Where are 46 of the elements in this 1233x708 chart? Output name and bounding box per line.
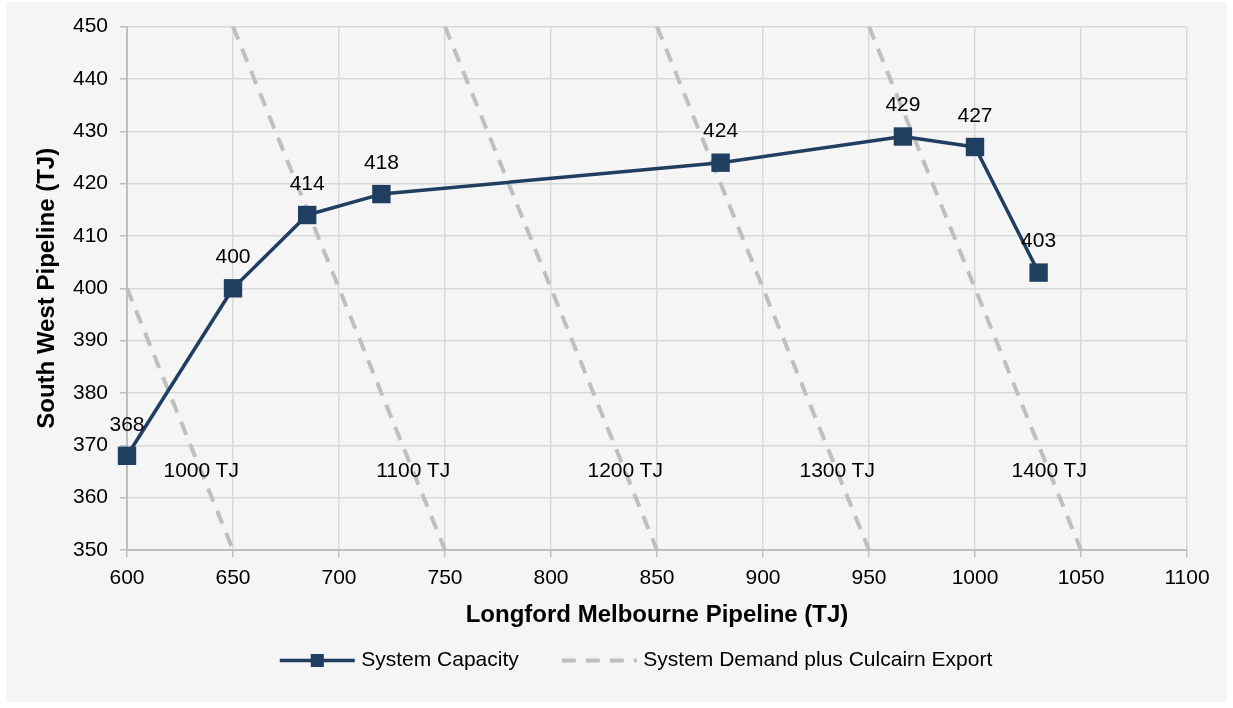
point (117, 446, 137, 465)
y-tick-label: 350 (72, 536, 108, 560)
legend-label: System Capacity (361, 647, 520, 671)
y-tick-label: 400 (72, 275, 108, 299)
y-tick-label: 370 (72, 432, 108, 456)
point (893, 127, 913, 146)
x-tick-label: 950 (851, 565, 887, 589)
y-tick-label: 360 (72, 484, 108, 508)
point (965, 137, 985, 157)
annotation: 1200 TJ (587, 458, 663, 482)
x-tick-label: 750 (427, 565, 463, 589)
data-label: 424 (703, 118, 739, 142)
x-tick-label: 1100 (1164, 565, 1210, 589)
annotation: 1400 TJ (1011, 458, 1087, 482)
point (711, 153, 730, 172)
y-axis-title: South West Pipeline (TJ) (32, 147, 60, 429)
data-label: 414 (289, 170, 326, 194)
y-tick-label: 390 (72, 327, 108, 351)
x-tick-label: 1050 (1057, 565, 1105, 589)
x-tick-label: 900 (745, 565, 781, 589)
y-tick-label: 410 (72, 222, 108, 246)
data-label: 368 (109, 411, 145, 435)
x-axis-title: Longford Melbourne Pipeline (TJ) (465, 600, 849, 628)
point (298, 205, 317, 225)
data-label: 427 (957, 102, 993, 126)
point (223, 279, 243, 298)
y-tick-label: 430 (72, 118, 108, 142)
y-tick-label: 450 (72, 13, 108, 37)
point (1029, 263, 1048, 282)
y-tick-label: 440 (72, 65, 108, 89)
y-tick-label: 380 (72, 379, 108, 403)
point (372, 184, 391, 204)
x-tick-label: 600 (109, 565, 145, 589)
x-tick-label: 850 (639, 565, 675, 589)
annotation: 1300 TJ (799, 458, 875, 482)
data-label: 400 (215, 244, 251, 268)
legend-label: System Demand plus Culcairn Export (643, 647, 993, 671)
x-tick-label: 800 (533, 565, 569, 589)
annotation: 1000 TJ (163, 458, 239, 482)
data-label: 429 (885, 92, 921, 116)
x-tick-label: 1000 (951, 565, 999, 589)
data-label: 418 (363, 149, 399, 173)
x-tick-label: 700 (321, 565, 357, 589)
x-tick-label: 650 (215, 565, 251, 589)
annotation: 1100 TJ (376, 458, 451, 482)
y-tick-label: 420 (72, 170, 108, 194)
